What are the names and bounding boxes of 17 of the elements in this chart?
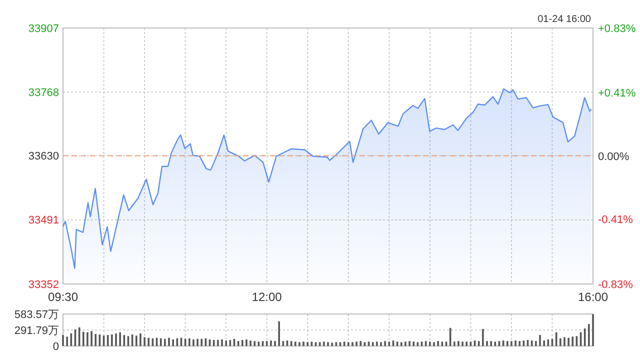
y-tick-label: 33352 [28,278,59,291]
y2-tick-label: +0.41% [598,88,636,100]
x-tick-label: 12:00 [252,290,282,304]
y2-tick-label: -0.41% [598,214,634,226]
y-tick-label: 33768 [28,86,59,99]
y2-tick-label: +0.83% [598,22,636,35]
x-tick-label: 16:00 [578,290,608,304]
y-tick-label: 291.79万 [14,324,59,337]
y-tick-label: 33907 [28,22,59,35]
y-tick-label: 33630 [28,150,59,163]
x-tick-label: 09:30 [48,290,78,304]
y2-tick-label: 0.00% [598,150,630,163]
y-tick-label: 33491 [28,214,59,227]
y-tick-label: 0 [52,340,59,353]
y2-tick-label: -0.83% [598,278,634,291]
text: 01-24 16:00 [538,14,592,25]
y-tick-label: 583.57万 [14,308,59,321]
